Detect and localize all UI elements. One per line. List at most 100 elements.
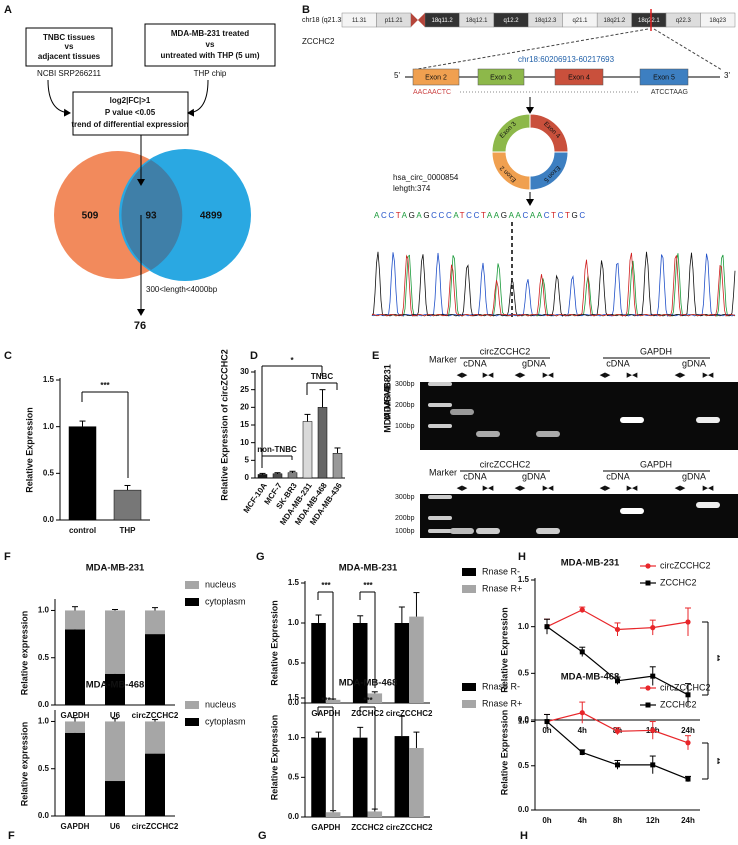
exon-label: Exon 5 bbox=[653, 74, 675, 81]
template: cDNA bbox=[606, 358, 630, 368]
error-bar bbox=[112, 718, 118, 722]
panel-label: G bbox=[256, 551, 265, 563]
box bbox=[72, 91, 189, 136]
gel-band bbox=[620, 417, 644, 423]
gel-band bbox=[476, 528, 500, 534]
error-bar bbox=[152, 607, 158, 611]
bar bbox=[394, 736, 410, 817]
marker-label: Marker bbox=[429, 354, 457, 364]
x-tick-label: U6 bbox=[110, 711, 121, 720]
venn-count: 4899 bbox=[200, 211, 223, 222]
error-bar bbox=[112, 609, 118, 611]
point bbox=[579, 607, 585, 613]
point bbox=[544, 624, 550, 630]
legend-swatch bbox=[462, 683, 476, 691]
chart-title: MDA-MB-231 bbox=[561, 558, 620, 569]
box bbox=[25, 27, 113, 67]
primer: ◀▶ bbox=[600, 485, 611, 492]
bar bbox=[325, 812, 341, 817]
bar bbox=[257, 474, 268, 479]
ladder-band bbox=[428, 382, 452, 386]
primer: ▶◀ bbox=[483, 485, 494, 492]
band-label: q12.2 bbox=[504, 18, 520, 24]
ladder-band bbox=[428, 424, 452, 428]
bar bbox=[352, 737, 368, 817]
y-axis-label: Relative Expression bbox=[499, 710, 509, 796]
y-axis-label: Relative Expression bbox=[269, 600, 279, 686]
box-text: log2|FC|>1 bbox=[110, 96, 151, 105]
circ-segment bbox=[529, 151, 569, 191]
chart-title: MDA-MB-231 bbox=[86, 563, 145, 574]
locus: chr18:60206913-60217693 bbox=[518, 55, 615, 64]
arrow bbox=[187, 79, 209, 117]
band-label: 18q11.2 bbox=[432, 18, 454, 24]
template: gDNA bbox=[682, 358, 706, 368]
size-label: 100bp bbox=[395, 423, 415, 430]
x-tick-label: circZCCHC2 bbox=[386, 823, 433, 832]
exon-label: Exon 2 bbox=[425, 74, 447, 81]
primer: ◀▶ bbox=[457, 485, 468, 492]
panel-label: F bbox=[8, 830, 15, 842]
primer: ▶◀ bbox=[543, 372, 554, 379]
size-label: 200bp bbox=[395, 402, 415, 409]
gel-band bbox=[536, 528, 560, 534]
legend-swatch bbox=[185, 598, 199, 606]
chrom: chr18 (q21.33) bbox=[302, 17, 348, 24]
annotation: ** bbox=[712, 655, 721, 662]
y-tick-label: 1.5 bbox=[288, 578, 300, 587]
gel-band bbox=[620, 508, 644, 514]
primer: ◀▶ bbox=[457, 372, 468, 379]
band-label: 18q12.1 bbox=[466, 18, 488, 24]
x-tick-label: circZCCHC2 bbox=[386, 709, 433, 718]
x-tick-label: ZCCHC2 bbox=[351, 823, 384, 832]
venn-count: 93 bbox=[145, 211, 157, 222]
x-tick-label: ZCCHC2 bbox=[351, 709, 384, 718]
size-label: 100bp bbox=[395, 528, 415, 535]
x-tick-label: circZCCHC2 bbox=[132, 822, 179, 831]
bar-segment bbox=[65, 732, 85, 816]
venn-count: 509 bbox=[82, 211, 99, 222]
band-label: 18q12.3 bbox=[535, 18, 557, 24]
y-axis-label: Relative expression bbox=[19, 722, 29, 807]
y-tick-label: 1.0 bbox=[288, 733, 300, 742]
error-bar bbox=[330, 810, 337, 813]
point bbox=[579, 710, 585, 716]
template: cDNA bbox=[463, 358, 487, 368]
ladder-band bbox=[428, 529, 452, 533]
bar-segment bbox=[145, 721, 165, 754]
cell-line: MDA-MB-468 bbox=[382, 377, 392, 433]
template: cDNA bbox=[463, 471, 487, 481]
y-tick-label: 0.5 bbox=[288, 772, 300, 781]
exon bbox=[477, 68, 525, 86]
annotation: *** bbox=[363, 581, 373, 590]
source: NCBI SRP266211 bbox=[37, 69, 101, 78]
x-tick-label: THP bbox=[120, 526, 137, 535]
box-text: adjacent tissues bbox=[38, 52, 101, 61]
bar-segment bbox=[105, 781, 125, 816]
bar-segment bbox=[65, 629, 85, 705]
error-bar bbox=[371, 691, 378, 694]
panel-label: C bbox=[4, 350, 12, 362]
annotation: *** bbox=[363, 696, 373, 705]
chart-title: MDA-MB-468 bbox=[561, 672, 620, 683]
x-tick-label: 0h bbox=[542, 816, 551, 825]
bar bbox=[68, 426, 97, 521]
point bbox=[685, 740, 691, 746]
bar bbox=[287, 472, 298, 479]
filter-text: 300<length<4000bp bbox=[146, 285, 218, 294]
legend-label: Rnase R- bbox=[482, 681, 520, 691]
panel-label: E bbox=[372, 350, 379, 362]
gene: ZCCHC2 bbox=[302, 37, 335, 46]
band-label: 18q21.2 bbox=[604, 18, 626, 24]
bar bbox=[113, 489, 142, 521]
circ-segment bbox=[529, 113, 569, 153]
template: cDNA bbox=[606, 471, 630, 481]
box-text: TNBC tissues bbox=[43, 33, 96, 42]
legend-label: circZCCHC2 bbox=[660, 560, 711, 570]
circ-segment bbox=[491, 113, 531, 153]
panel-label: D bbox=[250, 350, 258, 362]
legend-label: Rnase R- bbox=[482, 566, 520, 576]
five: 5' bbox=[394, 71, 400, 80]
bar-segment bbox=[145, 634, 165, 705]
